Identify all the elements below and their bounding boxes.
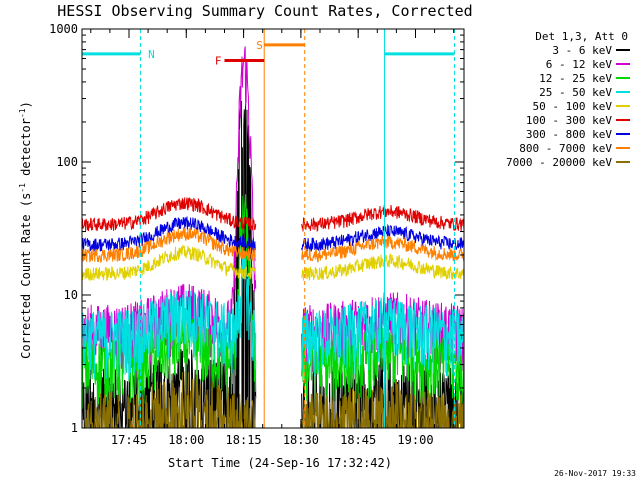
y-axis-label: Corrected Count Rate (s-1 detector-1) bbox=[18, 101, 33, 359]
y-axis-label-end: ) bbox=[19, 101, 33, 108]
plot-frame bbox=[81, 28, 465, 429]
x-tick-label: 18:45 bbox=[340, 433, 376, 447]
saa-label: S bbox=[256, 39, 263, 52]
series-line-4 bbox=[82, 244, 464, 282]
x-tick-label: 18:30 bbox=[283, 433, 319, 447]
legend-entry-label: 7000 - 20000 keV bbox=[506, 156, 612, 169]
x-axis-label: Start Time (24-Sep-16 17:32:42) bbox=[168, 456, 392, 470]
x-tick-label: 18:00 bbox=[168, 433, 204, 447]
legend-entry-label: 50 - 100 keV bbox=[533, 100, 613, 113]
series-group bbox=[82, 46, 464, 428]
flare-label: F bbox=[215, 54, 222, 67]
y-tick-label: 100 bbox=[56, 155, 78, 169]
x-axis-ticks: 17:45 18:00 18:15 18:30 18:45 19:00 bbox=[90, 29, 455, 447]
y-axis-label-sup2: -1 bbox=[18, 108, 27, 118]
x-tick-label: 19:00 bbox=[397, 433, 433, 447]
x-tick-label: 18:15 bbox=[226, 433, 262, 447]
y-axis-label-mid: detector bbox=[19, 118, 33, 183]
x-tick-label: 17:45 bbox=[111, 433, 147, 447]
observing-markers: N S F bbox=[82, 29, 455, 428]
legend-entry-label: 800 - 7000 keV bbox=[519, 142, 612, 155]
legend-entry-label: 100 - 300 keV bbox=[526, 114, 612, 127]
plot-area: N S F bbox=[81, 28, 465, 429]
series-line-5 bbox=[82, 197, 464, 232]
y-axis-label-sup1: -1 bbox=[18, 183, 27, 193]
chart-title: HESSI Observing Summary Count Rates, Cor… bbox=[57, 2, 472, 20]
series-line-8 bbox=[82, 371, 464, 428]
legend-header: Det 1,3, Att 0 bbox=[535, 30, 628, 43]
legend-entry-label: 6 - 12 keV bbox=[546, 58, 613, 71]
y-tick-label: 10 bbox=[64, 288, 78, 302]
legend-entry-label: 300 - 800 keV bbox=[526, 128, 612, 141]
y-tick-label: 1000 bbox=[49, 22, 78, 36]
y-tick-label: 1 bbox=[71, 421, 78, 435]
legend-entry-label: 3 - 6 keV bbox=[552, 44, 612, 57]
y-axis-label-main: Corrected Count Rate (s bbox=[19, 193, 33, 359]
y-axis-ticks: 1 10 100 1000 bbox=[49, 22, 464, 435]
legend-entry-label: 12 - 25 keV bbox=[539, 72, 612, 85]
footer-timestamp: 26-Nov-2017 19:33 bbox=[554, 469, 636, 478]
series-line-3 bbox=[82, 250, 464, 380]
night-label: N bbox=[148, 48, 155, 61]
series-line-7 bbox=[82, 225, 464, 264]
legend-entry-label: 25 - 50 keV bbox=[539, 86, 612, 99]
